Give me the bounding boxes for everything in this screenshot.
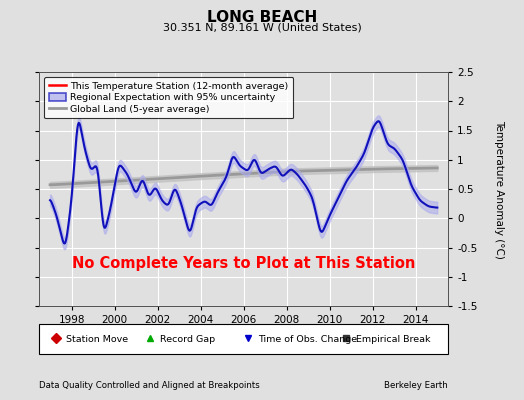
Legend: This Temperature Station (12-month average), Regional Expectation with 95% uncer: This Temperature Station (12-month avera… <box>44 77 293 118</box>
Text: Data Quality Controlled and Aligned at Breakpoints: Data Quality Controlled and Aligned at B… <box>39 381 260 390</box>
Text: Berkeley Earth: Berkeley Earth <box>384 381 448 390</box>
Text: 30.351 N, 89.161 W (United States): 30.351 N, 89.161 W (United States) <box>162 22 362 32</box>
Text: LONG BEACH: LONG BEACH <box>207 10 317 25</box>
Text: Time of Obs. Change: Time of Obs. Change <box>258 335 357 344</box>
Y-axis label: Temperature Anomaly (°C): Temperature Anomaly (°C) <box>494 120 504 258</box>
Text: Record Gap: Record Gap <box>160 335 215 344</box>
Text: No Complete Years to Plot at This Station: No Complete Years to Plot at This Statio… <box>72 256 416 271</box>
Text: Station Move: Station Move <box>66 335 128 344</box>
Text: Empirical Break: Empirical Break <box>356 335 431 344</box>
